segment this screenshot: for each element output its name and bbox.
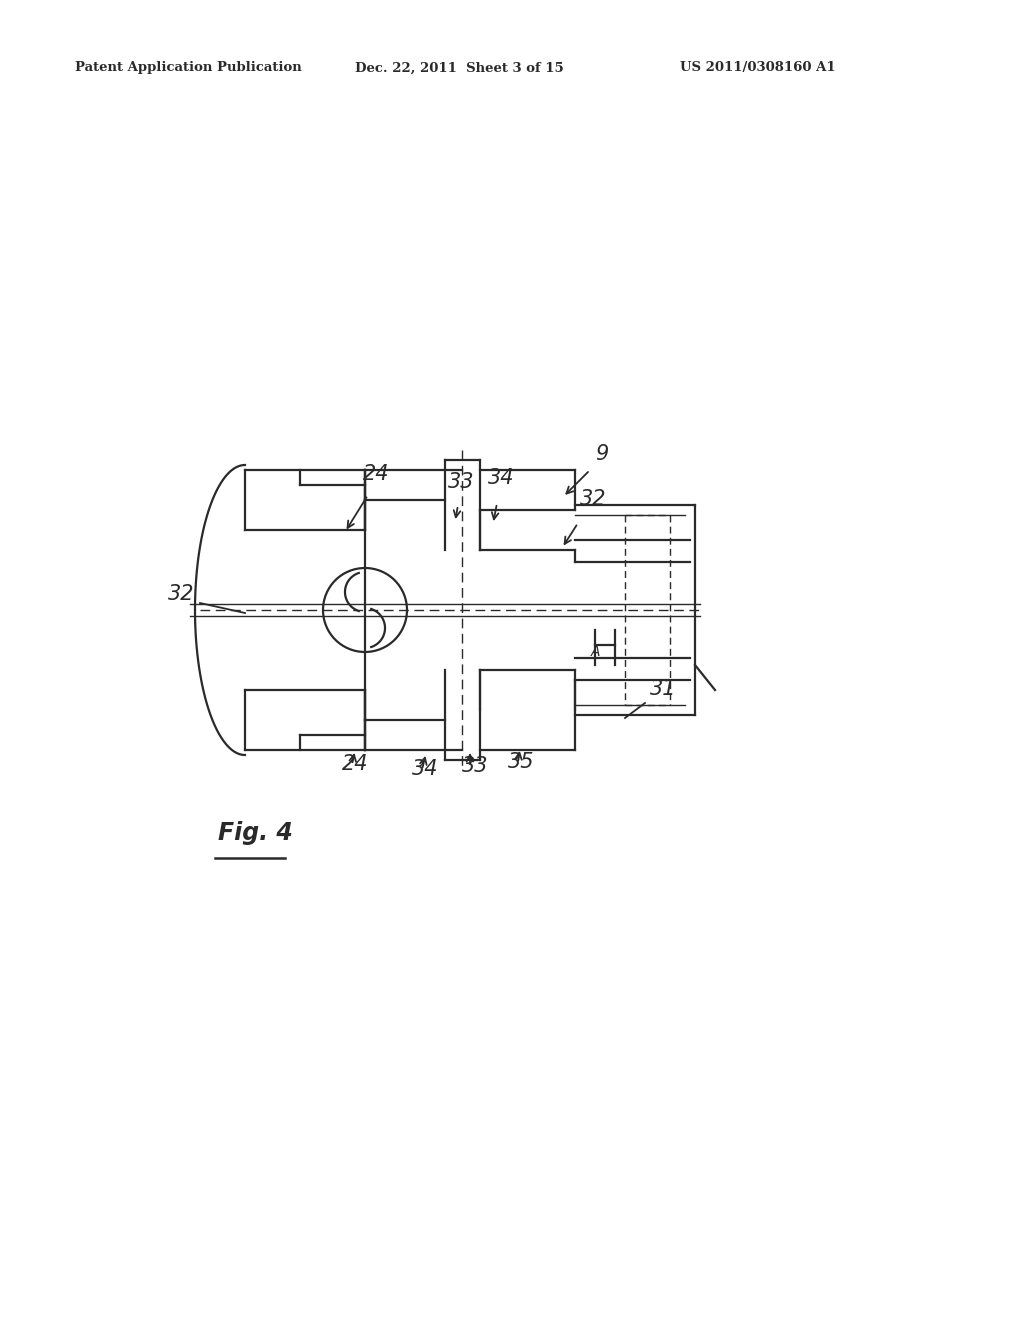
Text: 24: 24 <box>362 465 389 484</box>
Text: 35: 35 <box>508 752 535 772</box>
Text: 32: 32 <box>580 488 606 510</box>
Text: Dec. 22, 2011  Sheet 3 of 15: Dec. 22, 2011 Sheet 3 of 15 <box>355 62 564 74</box>
Text: 24: 24 <box>342 754 369 774</box>
Text: 34: 34 <box>488 469 514 488</box>
Text: 32: 32 <box>168 583 195 605</box>
Text: Patent Application Publication: Patent Application Publication <box>75 62 302 74</box>
Text: 9: 9 <box>595 444 608 465</box>
Text: 33: 33 <box>462 756 488 776</box>
Text: Fig. 4: Fig. 4 <box>218 821 293 845</box>
Text: A: A <box>590 645 600 659</box>
Text: US 2011/0308160 A1: US 2011/0308160 A1 <box>680 62 836 74</box>
Text: 34: 34 <box>412 759 438 779</box>
Text: 33: 33 <box>449 473 474 492</box>
Text: 31: 31 <box>650 678 677 700</box>
